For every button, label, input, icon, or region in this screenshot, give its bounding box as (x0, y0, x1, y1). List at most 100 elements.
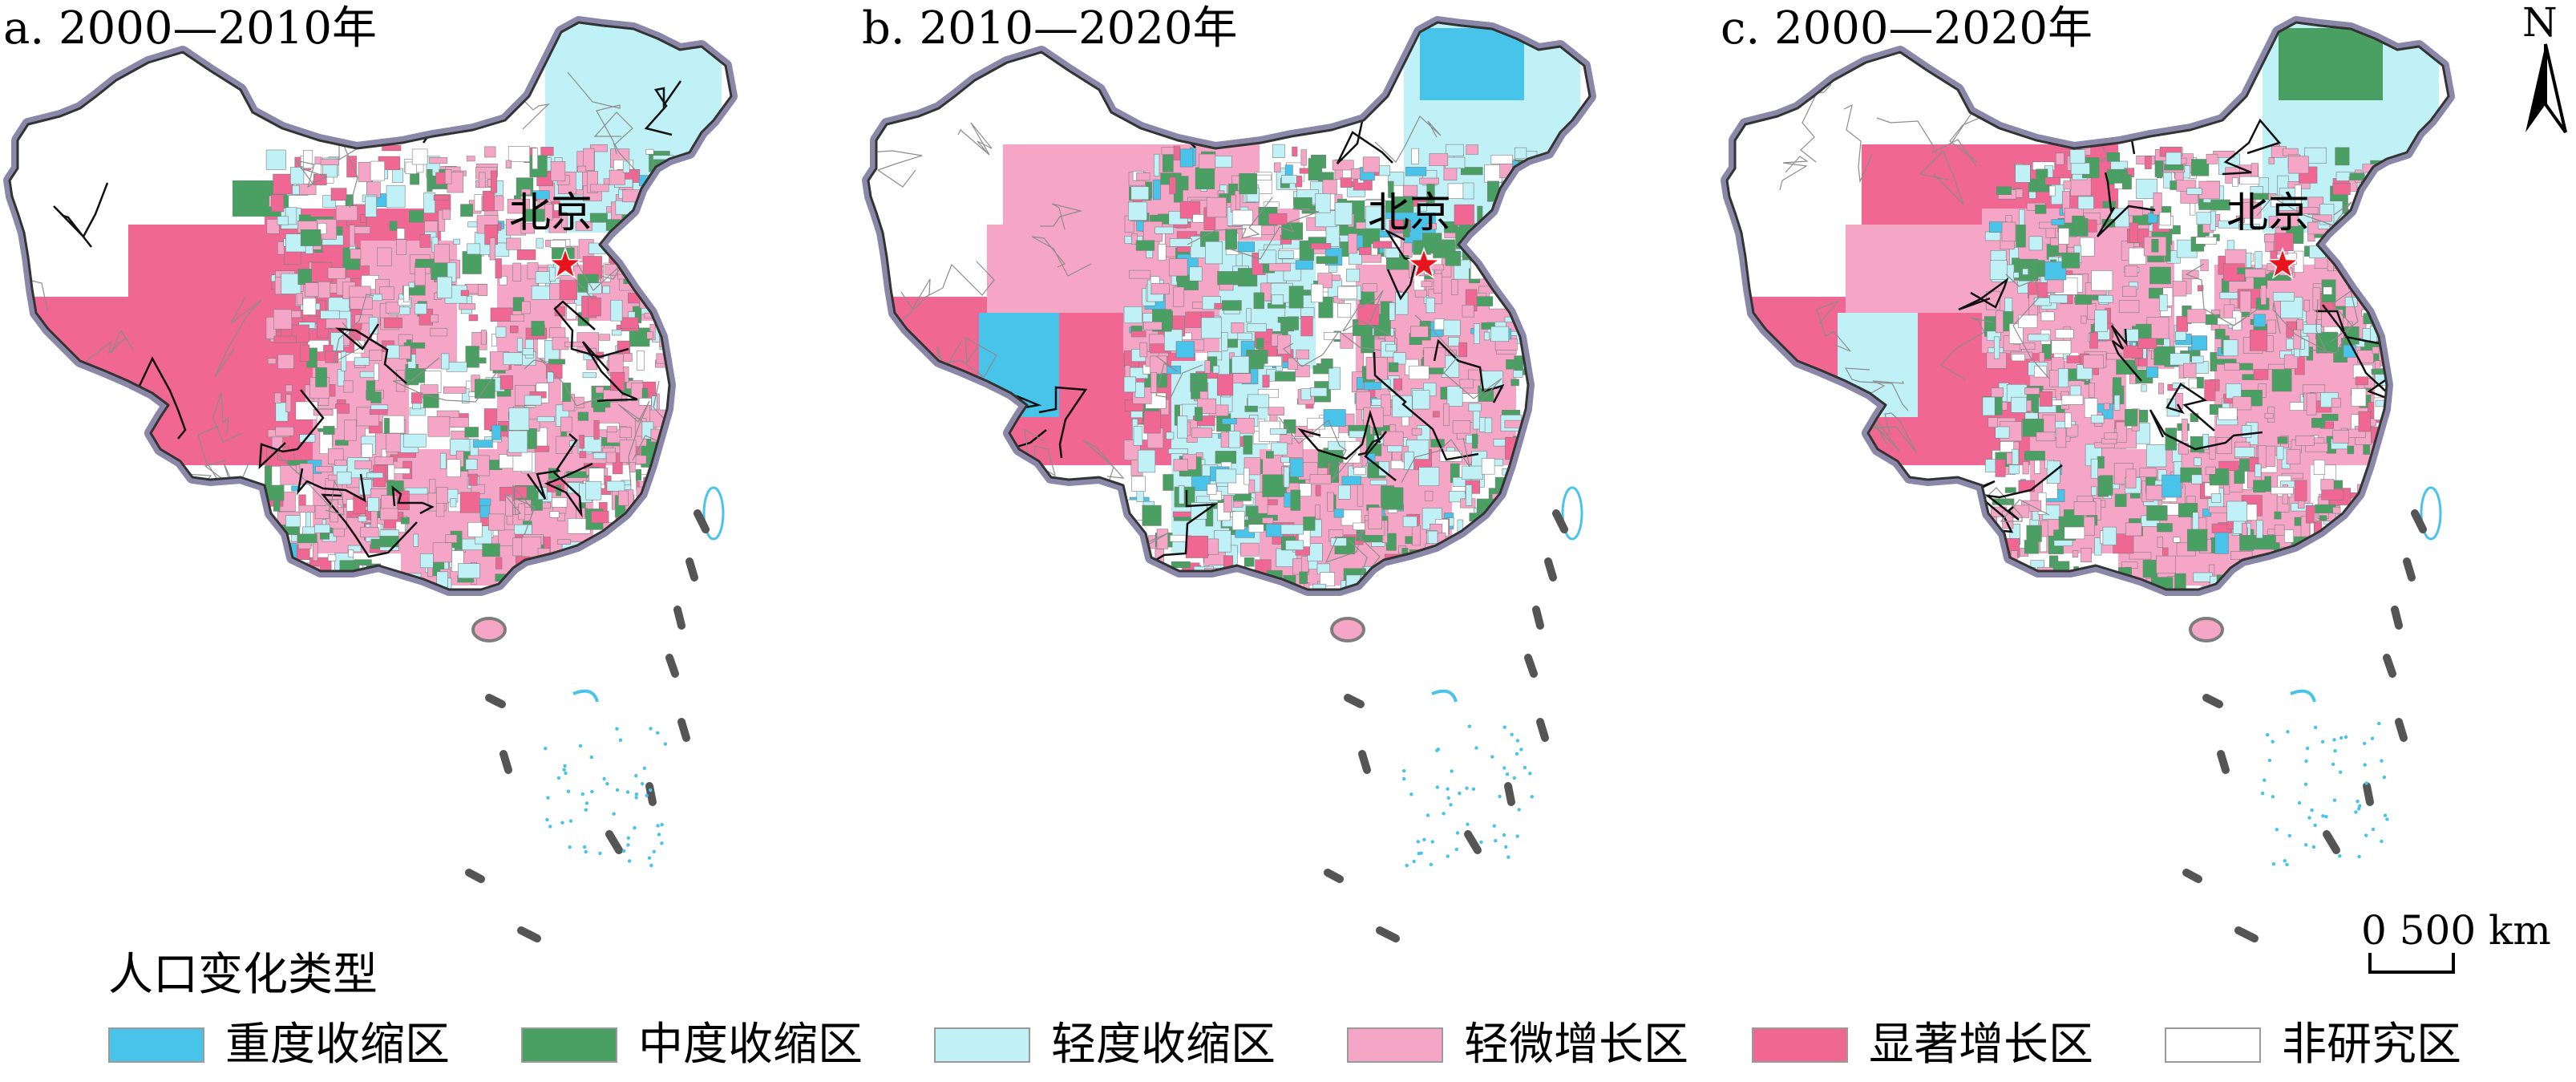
county-patch (2026, 525, 2042, 542)
county-patch (273, 499, 281, 512)
county-patch (2097, 456, 2105, 469)
county-patch (1290, 489, 1301, 511)
county-patch (278, 568, 299, 575)
county-patch (661, 550, 668, 562)
county-patch (547, 371, 554, 383)
county-patch (549, 266, 556, 282)
county-patch (653, 215, 673, 235)
boundary-line (544, 462, 593, 518)
county-patch (1191, 428, 1213, 438)
county-patch (635, 539, 645, 553)
county-patch (1142, 505, 1162, 526)
boundary-line (1802, 436, 1854, 494)
county-patch (1334, 202, 1353, 225)
county-patch (2033, 365, 2048, 378)
county-patch (267, 358, 277, 365)
county-patch (308, 577, 326, 586)
boundary-line (1940, 317, 1995, 381)
islet (2380, 759, 2384, 763)
county-patch (317, 222, 327, 235)
county-patch (653, 569, 670, 589)
boundary-line (294, 160, 328, 188)
legend-label: 重度收缩区 (225, 1019, 450, 1071)
county-patch (468, 473, 478, 486)
boundary-line (1150, 490, 1219, 565)
county-patch (385, 302, 400, 314)
county-patch (1484, 164, 1502, 183)
county-patch (1340, 333, 1353, 349)
islet (562, 768, 566, 772)
boundary-line (503, 484, 536, 536)
county-patch (556, 556, 578, 569)
county-patch (2267, 319, 2276, 334)
county-patch (2364, 226, 2379, 247)
county-patch (265, 149, 286, 170)
county-patch (1162, 582, 1179, 590)
islet (590, 789, 594, 794)
county-patch (459, 303, 476, 310)
county-patch (1496, 521, 1515, 537)
county-patch (2034, 460, 2041, 474)
county-patch (277, 450, 295, 461)
county-patch (661, 515, 669, 534)
islet (2304, 843, 2308, 847)
county-patch (2057, 368, 2068, 388)
county-patch (1499, 543, 1517, 549)
county-patch (334, 440, 349, 446)
county-patch (1204, 360, 1211, 374)
county-patch (1337, 286, 1357, 300)
county-patch (1519, 448, 1531, 463)
county-patch (1461, 553, 1478, 571)
county-patch (1365, 589, 1377, 590)
county-patch (1289, 458, 1304, 477)
islet (660, 823, 664, 827)
county-patch (2323, 286, 2333, 295)
county-patch (1518, 539, 1525, 546)
islet (2380, 839, 2384, 844)
county-patch (535, 271, 551, 284)
county-patch (1246, 308, 1252, 323)
county-patch (2094, 537, 2102, 556)
county-patch (491, 334, 497, 346)
county-patch (1258, 249, 1276, 264)
county-patch (2001, 221, 2016, 242)
legend-title: 人口变化类型 (108, 949, 378, 1001)
county-patch (540, 147, 554, 156)
county-patch (2271, 368, 2292, 392)
county-patch (1162, 154, 1174, 172)
county-patch (2069, 149, 2086, 164)
county-patch (274, 392, 281, 403)
island-hainan (471, 617, 507, 642)
county-patch (1278, 250, 1294, 259)
county-patch (1478, 232, 1498, 253)
county-patch (1454, 204, 1474, 225)
county-patch (559, 280, 577, 301)
boundary-line (1876, 117, 1977, 167)
county-patch (503, 352, 523, 366)
county-patch (1499, 249, 1506, 259)
county-patch (1512, 370, 1523, 378)
county-patch (273, 173, 294, 195)
county-patch (443, 386, 467, 394)
county-patch (2315, 331, 2338, 354)
county-patch (1268, 213, 1288, 225)
county-patch (1268, 407, 1284, 416)
county-patch (1158, 244, 1167, 261)
islet (1505, 772, 1510, 776)
county-patch (2161, 474, 2182, 498)
county-patch (627, 558, 642, 577)
county-patch (2348, 530, 2360, 553)
county-patch (450, 498, 457, 508)
county-patch (2003, 578, 2015, 590)
county-patch (513, 524, 532, 535)
county-patch (1263, 201, 1280, 208)
county-patch (389, 221, 398, 231)
islet (546, 796, 550, 800)
county-patch (1357, 234, 1364, 249)
boundary-line (212, 391, 244, 443)
nine-dash-line-segment (1464, 830, 1482, 854)
county-patch (328, 474, 338, 481)
nine-dash-line-segment (694, 509, 710, 533)
county-patch (664, 556, 671, 564)
islet (2271, 740, 2275, 744)
